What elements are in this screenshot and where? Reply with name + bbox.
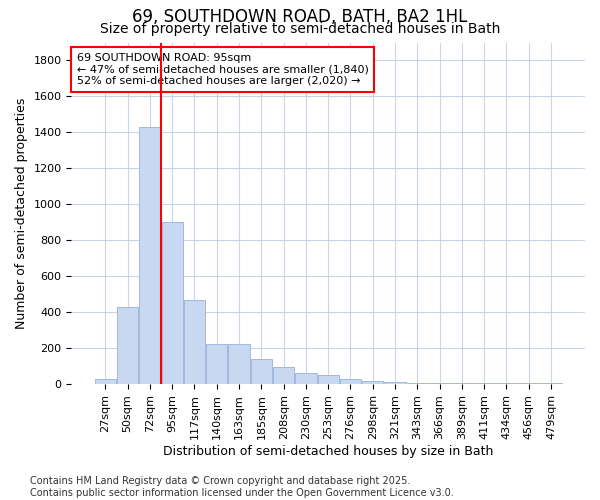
Text: 69 SOUTHDOWN ROAD: 95sqm
← 47% of semi-detached houses are smaller (1,840)
52% o: 69 SOUTHDOWN ROAD: 95sqm ← 47% of semi-d… — [77, 52, 368, 86]
Bar — [95, 378, 116, 384]
Bar — [161, 222, 183, 384]
Bar — [229, 344, 250, 384]
Bar — [407, 383, 428, 384]
Bar — [451, 383, 473, 384]
Bar — [541, 383, 562, 384]
Bar — [385, 382, 406, 384]
Bar — [473, 383, 495, 384]
Bar — [429, 383, 450, 384]
Bar — [317, 375, 339, 384]
X-axis label: Distribution of semi-detached houses by size in Bath: Distribution of semi-detached houses by … — [163, 444, 493, 458]
Bar — [117, 307, 138, 384]
Bar — [273, 367, 294, 384]
Bar — [362, 382, 383, 384]
Bar — [251, 359, 272, 384]
Bar — [496, 383, 517, 384]
Text: 69, SOUTHDOWN ROAD, BATH, BA2 1HL: 69, SOUTHDOWN ROAD, BATH, BA2 1HL — [133, 8, 467, 26]
Text: Size of property relative to semi-detached houses in Bath: Size of property relative to semi-detach… — [100, 22, 500, 36]
Y-axis label: Number of semi-detached properties: Number of semi-detached properties — [15, 98, 28, 329]
Bar — [518, 383, 539, 384]
Bar — [295, 374, 317, 384]
Bar — [139, 127, 160, 384]
Bar — [206, 344, 227, 384]
Bar — [184, 300, 205, 384]
Text: Contains HM Land Registry data © Crown copyright and database right 2025.
Contai: Contains HM Land Registry data © Crown c… — [30, 476, 454, 498]
Bar — [340, 378, 361, 384]
